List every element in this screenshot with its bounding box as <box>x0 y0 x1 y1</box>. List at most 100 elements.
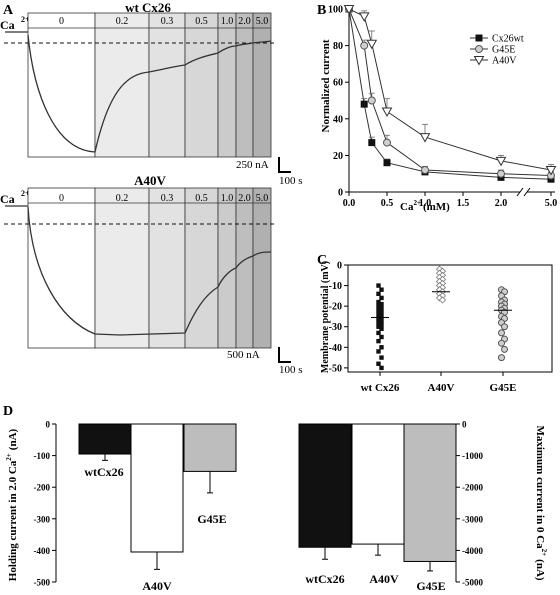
segment-label: 5.0 <box>256 193 269 204</box>
data-point <box>367 96 376 105</box>
panel-label-b: B <box>317 3 326 18</box>
y-axis-label-main: Maximum current in 0 Ca <box>534 425 546 549</box>
y-axis-label-sup: 2+ <box>540 549 548 557</box>
trace-title: wt Cx26 <box>125 0 171 15</box>
data-point <box>495 156 507 167</box>
segment-label: 0.3 <box>161 16 174 27</box>
data-point <box>383 159 391 167</box>
data-point <box>376 349 381 354</box>
category-label: G45E <box>197 512 226 526</box>
category-label: G45E <box>416 579 445 593</box>
legend-marker <box>473 56 485 66</box>
concentration-segment <box>217 187 237 349</box>
data-point <box>379 355 384 360</box>
y-tick-label: 0 <box>462 420 467 430</box>
data-point <box>381 107 393 117</box>
y-tick-label: 40 <box>333 114 343 125</box>
data-point <box>376 299 381 305</box>
scale-bar <box>278 347 291 363</box>
x-tick-label: 2.0 <box>495 198 508 209</box>
plot-frame <box>347 264 553 373</box>
y-tick-label: -2000 <box>462 483 483 493</box>
data-point <box>501 345 508 353</box>
data-point <box>376 283 381 288</box>
y-tick-label: 0 <box>338 188 343 199</box>
concentration-segment <box>235 187 254 349</box>
y-tick-label: -400 <box>34 546 51 556</box>
bar <box>298 423 352 548</box>
category-label: A40V <box>142 579 172 593</box>
y-axis-label-sup: 2+ <box>5 453 13 461</box>
data-point <box>379 326 384 331</box>
data-point <box>438 296 447 304</box>
y-tick-label: -20 <box>329 302 342 313</box>
concentration-segment <box>235 12 254 158</box>
trace-panel-a40v: A40V Ca 2+ 500 nA 100 s 0 0.2 0.3 0.5 1.0 2.0… <box>0 173 303 376</box>
y-tick-label: -3000 <box>462 514 483 524</box>
y-axis-label: Membrane potential (mV) <box>320 261 331 373</box>
data-point <box>379 334 384 340</box>
data-point <box>379 322 384 327</box>
data-point <box>376 324 381 329</box>
data-point <box>498 354 505 362</box>
data-point <box>379 365 384 371</box>
y-tick-label: -1000 <box>462 451 483 461</box>
panel-b-chart: Normalized current Ca2+ (mM) 0 20 40 60 80 100… <box>320 5 557 214</box>
segment-label: 0.5 <box>195 193 208 204</box>
x-tick-label: 0.0 <box>343 198 356 209</box>
data-point <box>498 329 505 337</box>
data-point <box>501 323 508 331</box>
bar <box>130 423 184 553</box>
concentration-segment <box>217 12 237 158</box>
legend-marker <box>475 34 483 42</box>
x-axis-label-unit: (mM) <box>423 201 450 213</box>
y-tick-label: -5000 <box>462 578 483 588</box>
current-trace <box>5 205 272 336</box>
data-point <box>383 138 391 147</box>
segment-label: 0.2 <box>116 16 129 27</box>
y-tick-label: -10 <box>329 281 342 292</box>
data-point <box>379 301 384 307</box>
y-tick-label: 20 <box>333 151 343 162</box>
y-tick-label: -500 <box>34 578 51 588</box>
x-tick-label: A40V <box>428 382 455 394</box>
y-tick-label: -4000 <box>462 546 483 556</box>
data-point <box>379 310 384 315</box>
data-point <box>379 306 384 311</box>
segment-label: 0 <box>59 16 64 27</box>
segment-label: 0 <box>59 193 64 204</box>
data-point <box>376 308 381 313</box>
y-tick-label: 80 <box>333 41 343 52</box>
ca-superscript: 2+ <box>21 189 30 198</box>
data-point <box>376 303 381 309</box>
legend-label: A40V <box>492 56 517 67</box>
legend-label: Cx26wt <box>492 34 524 45</box>
legend-marker <box>475 45 483 53</box>
y-axis-label-unit: (nA) <box>7 428 19 450</box>
segment-label: 2.0 <box>238 16 251 27</box>
scale-current-label: 500 nA <box>227 349 260 361</box>
data-point <box>379 295 384 301</box>
data-point <box>343 5 355 15</box>
data-point <box>360 100 368 108</box>
concentration-segment <box>148 187 186 349</box>
y-axis-label: Holding current in 2.0 Ca2+ (nA) <box>5 428 19 581</box>
scale-current-label: 250 nA <box>236 159 269 171</box>
y-tick-label: 0 <box>337 261 342 272</box>
data-point <box>376 291 381 297</box>
data-point <box>421 166 429 175</box>
x-tick-label: wt Cx26 <box>361 382 400 394</box>
data-point <box>376 338 381 344</box>
y-tick-label: -300 <box>34 514 51 524</box>
data-point <box>368 139 376 147</box>
scale-bar <box>278 157 291 173</box>
segment-label: 1.0 <box>221 16 234 27</box>
concentration-segment <box>184 12 219 158</box>
y-axis-label: Maximum current in 0 Ca2+ (nA) <box>534 425 548 580</box>
panel-c-chart: Membrane potential (mV) 0 -10 -20 -30 -40 -50… <box>320 261 553 394</box>
y-axis-label-main: Holding current in 2.0 Ca <box>7 460 19 581</box>
segment-label: 0.5 <box>195 16 208 27</box>
panel-d-right-chart: Maximum current in 0 Ca2+ (nA) 0 -1000 -200… <box>298 420 548 593</box>
trace-panel-wt: wt Cx26 Ca 2+ 250 nA 100 s 0 0.2 0.3 0.5 1.0… <box>0 0 303 187</box>
